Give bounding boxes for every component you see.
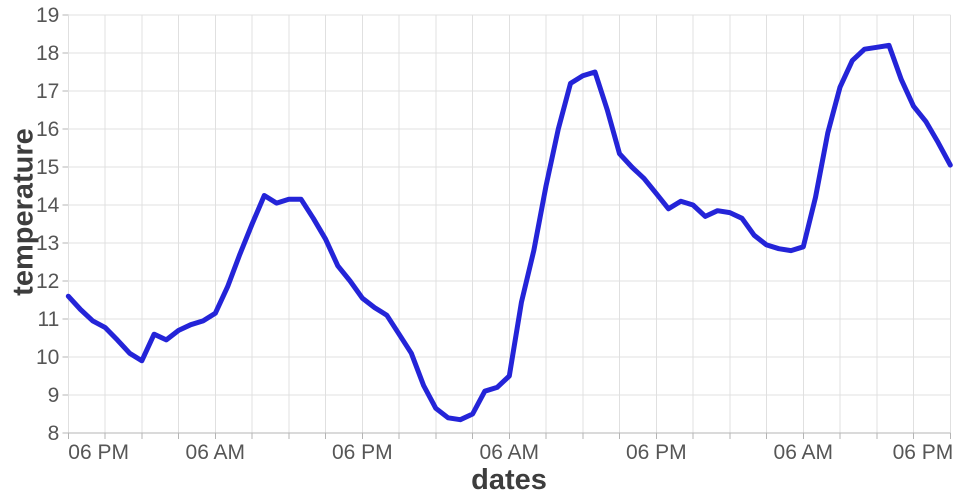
y-tick-label: 10 (36, 346, 59, 369)
x-tick-label: 06 PM (68, 441, 129, 464)
x-axis-title: dates (471, 464, 547, 496)
x-tick-label: 06 AM (774, 441, 834, 464)
x-tick-label: 06 PM (332, 441, 393, 464)
x-tick-label: 06 AM (186, 441, 246, 464)
y-tick-label: 15 (36, 156, 59, 179)
temperature-line-series (65, 42, 953, 423)
y-tick-label: 18 (36, 42, 59, 65)
y-tick-label: 12 (36, 270, 59, 293)
y-axis-title: temperature (7, 128, 40, 296)
x-tick-label: 06 AM (480, 441, 540, 464)
y-tick-label: 16 (36, 118, 59, 141)
x-tick-label: 06 PM (893, 441, 954, 464)
y-tick-label: 17 (36, 80, 59, 103)
y-tick-label: 19 (36, 4, 59, 27)
y-tick-label: 8 (48, 422, 60, 445)
y-tick-label: 9 (48, 384, 60, 407)
x-tick-label: 06 PM (626, 441, 687, 464)
y-tick-label: 13 (36, 232, 59, 255)
y-tick-label: 14 (36, 194, 60, 217)
y-tick-label: 11 (37, 308, 59, 331)
